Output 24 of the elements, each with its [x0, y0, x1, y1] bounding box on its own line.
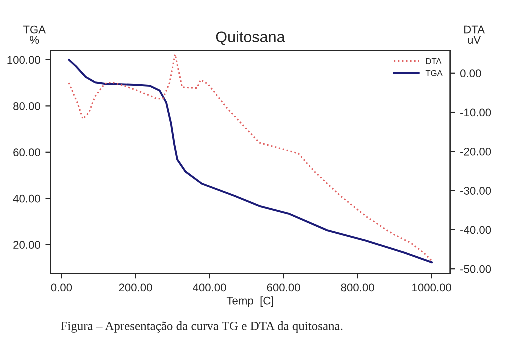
- x-tick-label: 0.00: [51, 284, 72, 292]
- x-tick-label: 600.00: [267, 284, 300, 292]
- y2-tick-label: -30.00: [460, 187, 492, 195]
- x-tick-label: 400.00: [193, 284, 226, 292]
- y2-tick-label: -50.00: [460, 265, 492, 274]
- x-axis-title: Temp [C]: [226, 296, 274, 307]
- chart-title: Quitosana: [216, 31, 286, 46]
- y-tick-label: 40.00: [13, 194, 40, 203]
- text: Figura – Apresentação da curva TG e DTA da quitosana.: [61, 322, 343, 333]
- x-tick-label: 800.00: [341, 284, 374, 292]
- legend-label: DTA: [426, 58, 442, 64]
- y-tick-label: 100.00: [8, 56, 40, 64]
- y2-tick-label: -40.00: [460, 226, 492, 234]
- y2-tick-label: 0.00: [460, 70, 482, 78]
- x-tick-label: 1000.00: [412, 284, 452, 292]
- y-tick-label: 60.00: [14, 148, 40, 157]
- x-tick-label: 200.00: [119, 284, 152, 292]
- y-tick-label: 80.00: [14, 102, 40, 110]
- y2-axis-title: DTA uV: [464, 26, 486, 44]
- legend-label: TGA: [426, 70, 443, 76]
- y2-tick-label: -20.00: [460, 148, 492, 156]
- y2-tick-label: -10.00: [460, 108, 492, 117]
- y-axis-title: TGA %: [23, 26, 46, 44]
- y-tick-label: 20.00: [14, 241, 40, 250]
